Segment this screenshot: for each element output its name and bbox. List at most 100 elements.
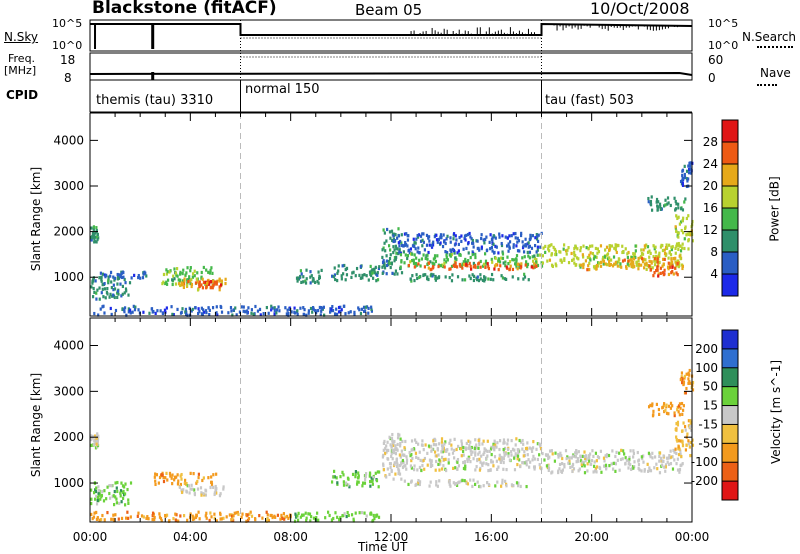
scatter-cell-r11: [426, 262, 429, 266]
scatter-cell-r9: [504, 479, 507, 483]
scatter-cell-r0: [95, 226, 98, 230]
scatter-cell-r17: [687, 214, 690, 218]
scatter-cell-r8: [462, 466, 466, 471]
scatter-cell-r10: [433, 235, 436, 239]
scatter-cell-r10: [574, 451, 577, 455]
scatter-cell-r7: [397, 432, 400, 437]
scatter-cell-r10: [547, 468, 550, 473]
scatter-cell-r13: [427, 277, 430, 282]
scatter-cell-r11: [464, 259, 467, 263]
scatter-cell-r5: [202, 280, 206, 285]
scatter-cell-r10: [506, 236, 509, 240]
scatter-cell-r7: [382, 462, 385, 466]
scatter-cell-r11: [445, 255, 448, 260]
scatter-cell-r6: [125, 313, 128, 317]
scatter-cell-r6: [345, 483, 348, 487]
velocity-colorbar-tick-label-6: -100: [691, 455, 718, 469]
scatter-cell-r11: [439, 264, 443, 268]
scatter-cell-r7: [397, 467, 400, 471]
scatter-cell-r8: [426, 463, 429, 467]
scatter-cell-r10: [460, 234, 463, 238]
scatter-cell-r6: [340, 308, 343, 312]
scatter-cell-r6: [339, 305, 342, 309]
scatter-cell-r10: [491, 239, 494, 243]
scatter-cell-r11: [675, 435, 678, 439]
scatter-cell-r5: [293, 519, 297, 523]
scatter-cell-r8: [440, 467, 444, 471]
scatter-cell-r7: [385, 450, 388, 454]
scatter-cell-r15: [637, 256, 640, 261]
scatter-cell-r7: [304, 281, 308, 285]
scatter-cell-r10: [437, 237, 441, 241]
scatter-cell-r1: [117, 292, 120, 296]
scatter-cell-r5: [299, 515, 302, 519]
scatter-cell-r15: [614, 260, 617, 265]
scatter-cell-r10: [417, 246, 420, 250]
scatter-cell-r8: [411, 447, 414, 452]
scatter-cell-r1: [114, 481, 117, 485]
scatter-cell-r10: [571, 454, 574, 458]
scatter-cell-r15: [656, 257, 659, 261]
scatter-cell-r10: [569, 465, 572, 469]
scatter-cell-r8: [490, 452, 493, 457]
xtick-label-1: 04:00: [173, 530, 208, 544]
scatter-cell-r10: [482, 238, 485, 242]
scatter-cell-r1: [110, 285, 113, 290]
scatter-cell-r14: [671, 245, 674, 249]
scatter-cell-r4: [117, 517, 120, 521]
scatter-cell-r11: [433, 254, 437, 258]
scatter-cell-r8: [332, 275, 335, 279]
scatter-cell-r9: [395, 255, 398, 259]
scatter-cell-r6: [341, 470, 344, 474]
scatter-cell-r4: [245, 513, 248, 517]
scatter-cell-r6: [216, 313, 219, 317]
scatter-cell-r10: [445, 250, 449, 255]
scatter-cell-r15: [620, 265, 623, 269]
scatter-cell-r1: [95, 291, 98, 295]
ytick-label-0: 1000: [53, 270, 84, 284]
scatter-cell-r15: [635, 263, 639, 267]
scatter-cell-r6: [358, 308, 361, 312]
scatter-cell-r9: [525, 484, 528, 489]
scatter-cell-r5: [218, 285, 221, 289]
scatter-cell-r10: [471, 238, 474, 243]
scatter-cell-r6: [368, 474, 371, 478]
scatter-cell-r10: [664, 463, 668, 467]
scatter-cell-r9: [418, 482, 421, 487]
scatter-cell-r6: [114, 308, 118, 313]
scatter-cell-r7: [390, 444, 393, 448]
scatter-cell-r10: [436, 240, 439, 244]
scatter-cell-r5: [200, 283, 203, 287]
scatter-cell-r9: [381, 255, 384, 260]
scatter-cell-r10: [581, 454, 584, 458]
scatter-cell-r15: [588, 267, 591, 272]
scatter-cell-r8: [453, 456, 456, 460]
scatter-cell-r1: [113, 295, 116, 300]
scatter-cell-r9: [400, 271, 404, 275]
scatter-cell-r8: [502, 457, 505, 461]
scatter-cell-r5: [205, 286, 208, 290]
scatter-cell-r8: [496, 467, 499, 472]
scatter-cell-r10: [508, 234, 511, 238]
scatter-cell-r10: [504, 235, 507, 239]
scatter-cell-r1: [112, 275, 115, 279]
scatter-cell-r10: [589, 462, 592, 466]
scatter-cell-r8: [462, 460, 465, 465]
scatter-cell-r12: [671, 404, 674, 408]
scatter-cell-r8: [444, 440, 447, 444]
scatter-cell-r14: [646, 250, 650, 254]
scatter-cell-r8: [533, 467, 536, 471]
scatter-cell-r7: [388, 435, 391, 439]
scatter-cell-r10: [666, 460, 669, 464]
scatter-cell-r6: [357, 471, 360, 475]
scatter-cell-r6: [186, 313, 189, 317]
scatter-cell-r11: [472, 261, 475, 266]
scatter-cell-r15: [584, 259, 588, 263]
scatter-cell-r13: [489, 277, 492, 281]
scatter-cell-r15: [641, 259, 645, 264]
scatter-cell-r6: [242, 309, 245, 313]
scatter-cell-r14: [639, 255, 642, 259]
scatter-cell-r3: [188, 275, 191, 279]
scatter-cell-r4: [153, 517, 156, 522]
scatter-cell-r8: [506, 438, 510, 442]
